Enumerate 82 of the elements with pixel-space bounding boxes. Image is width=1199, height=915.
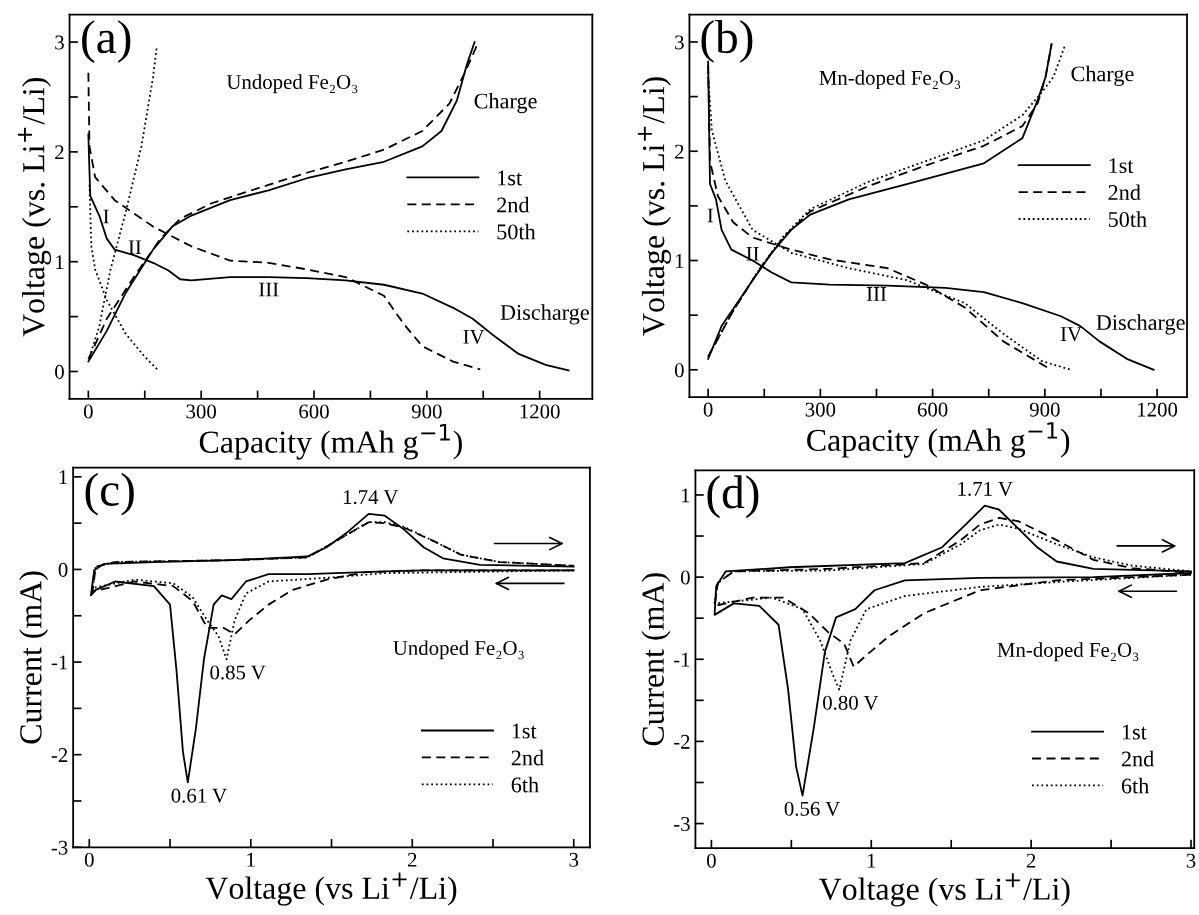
annotation: IV [463, 329, 485, 344]
legend-label: 2nd [497, 196, 530, 213]
y-tick-label: 1 [681, 488, 690, 503]
annotation: (c) [85, 472, 134, 516]
x-tick-label: 0 [83, 404, 93, 419]
x-tick-label: 0 [706, 853, 716, 868]
x-tick-label: 300 [186, 404, 216, 419]
y-tick-label: 2 [675, 144, 684, 159]
x-tick-label: 2 [1026, 853, 1036, 868]
annotation: (b) [701, 20, 753, 63]
x-tick-label: 1200 [520, 404, 560, 419]
x-axis-title: Voltage (vs Li$^{+}$/Li) [205, 872, 457, 906]
annotation: I [707, 208, 714, 223]
y-tick-label: 1 [56, 255, 64, 269]
y-tick-label: -3 [51, 840, 68, 855]
annotation: III [259, 282, 279, 297]
legend-label: 50th [497, 223, 536, 240]
x-tick-label: 3 [569, 852, 579, 867]
annotation: Undoped Fe₂O₃ [393, 640, 524, 660]
legend-label: 50th [1108, 211, 1147, 227]
y-tick-label: -2 [51, 748, 68, 762]
annotation: (a) [82, 20, 131, 63]
y-tick-label: 0 [55, 364, 64, 379]
y-tick-label: 1 [59, 470, 68, 485]
y-tick-label: 0 [58, 562, 68, 577]
y-axis-title: Current (mA) [19, 571, 49, 744]
annotation: 0.56 V [784, 801, 840, 816]
y-tick-label: -1 [673, 652, 690, 667]
y-axis-title: Voltage (vs. Li$^{+}$/Li) [17, 78, 52, 337]
y-tick-label: -2 [673, 734, 690, 749]
legend-label: 1st [1122, 724, 1147, 740]
y-tick-label: -1 [51, 655, 68, 670]
y-tick-label: 3 [55, 35, 64, 50]
annotation: 0.80 V [823, 695, 879, 710]
x-tick-label: 1 [247, 852, 255, 867]
annotation: II [746, 246, 759, 261]
annotation: 1.74 V [343, 490, 399, 505]
x-tick-label: 1200 [1138, 402, 1178, 417]
y-axis-title: Voltage (vs. Li$^{+}$/Li) [637, 77, 671, 336]
legend-label: 2nd [511, 749, 544, 766]
annotation: 0.85 V [210, 665, 266, 680]
annotation: Charge [1071, 65, 1134, 86]
y-tick-label: 3 [675, 35, 684, 50]
legend-label: 6th [1121, 777, 1150, 794]
x-axis-title: Capacity (mAh g$^{−1}$) [199, 424, 462, 460]
x-tick-label: 600 [299, 404, 329, 419]
x-axis-title: Capacity (mAh g$^{−1}$) [807, 422, 1070, 458]
annotation: III [866, 287, 887, 301]
annotation: Discharge [500, 304, 589, 325]
annotation: Charge [474, 92, 537, 114]
x-tick-label: 0 [84, 852, 94, 867]
y-tick-label: 0 [680, 570, 690, 585]
annotation: 1.71 V [958, 481, 1013, 496]
y-tick-label: 2 [55, 145, 64, 160]
x-tick-label: 600 [917, 402, 948, 417]
legend-label: 2nd [1108, 184, 1141, 201]
annotation: Discharge [1096, 314, 1185, 335]
legend-label: 1st [498, 170, 523, 186]
y-tick-label: -3 [673, 816, 690, 831]
x-tick-label: 300 [805, 402, 836, 417]
x-tick-label: 1 [867, 853, 876, 868]
x-tick-label: 900 [1029, 402, 1060, 417]
annotation: Mn-doped Fe₂O₃ [819, 70, 961, 90]
y-tick-label: 1 [675, 253, 684, 268]
annotation: II [128, 240, 142, 255]
annotation: Mn-doped Fe₂O₃ [997, 642, 1139, 662]
y-tick-label: 0 [674, 363, 684, 378]
legend-label: 1st [1109, 158, 1134, 174]
x-axis-title: Voltage (vs Li$^{+}$/Li) [818, 873, 1070, 907]
x-tick-label: 3 [1186, 853, 1196, 868]
x-tick-label: 2 [407, 852, 417, 867]
annotation: (d) [707, 475, 759, 519]
legend-label: 2nd [1121, 750, 1154, 767]
annotation: IV [1060, 327, 1082, 342]
annotation: Undoped Fe₂O₃ [226, 74, 358, 94]
y-axis-title: Current (mA) [641, 573, 671, 746]
annotation: I [103, 209, 109, 224]
legend-label: 6th [511, 776, 539, 793]
legend-label: 1st [512, 723, 537, 739]
x-tick-label: 0 [703, 402, 713, 417]
annotation: 0.61 V [171, 788, 227, 803]
x-tick-label: 900 [411, 404, 442, 419]
